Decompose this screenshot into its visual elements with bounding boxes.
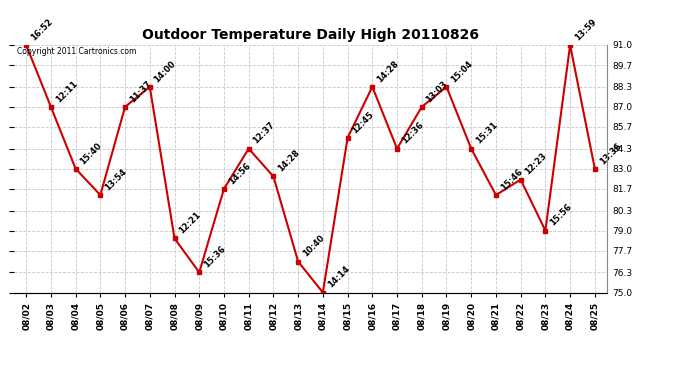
Text: 16:52: 16:52 — [29, 17, 55, 42]
Text: 15:04: 15:04 — [449, 59, 475, 84]
Text: 12:11: 12:11 — [54, 79, 79, 104]
Text: 10:40: 10:40 — [301, 234, 326, 259]
Text: 11:37: 11:37 — [128, 79, 153, 104]
Text: 12:21: 12:21 — [177, 210, 203, 236]
Text: 15:56: 15:56 — [548, 202, 573, 228]
Text: 13:59: 13:59 — [573, 17, 598, 42]
Text: 12:23: 12:23 — [524, 152, 549, 177]
Title: Outdoor Temperature Daily High 20110826: Outdoor Temperature Daily High 20110826 — [142, 28, 479, 42]
Text: 13:36: 13:36 — [598, 141, 623, 166]
Text: 14:14: 14:14 — [326, 264, 351, 290]
Text: 14:56: 14:56 — [227, 161, 252, 186]
Text: Copyright 2011 Cartronics.com: Copyright 2011 Cartronics.com — [17, 48, 136, 57]
Text: 14:28: 14:28 — [375, 59, 400, 84]
Text: 15:40: 15:40 — [79, 141, 103, 166]
Text: 13:03: 13:03 — [424, 79, 450, 104]
Text: 12:45: 12:45 — [351, 110, 376, 135]
Text: 12:36: 12:36 — [400, 121, 425, 146]
Text: 15:36: 15:36 — [202, 244, 227, 270]
Text: 15:31: 15:31 — [474, 121, 500, 146]
Text: 12:37: 12:37 — [251, 121, 277, 146]
Text: 14:00: 14:00 — [152, 59, 178, 84]
Text: 13:54: 13:54 — [103, 167, 128, 192]
Text: 14:28: 14:28 — [276, 148, 302, 174]
Text: 15:46: 15:46 — [499, 167, 524, 192]
